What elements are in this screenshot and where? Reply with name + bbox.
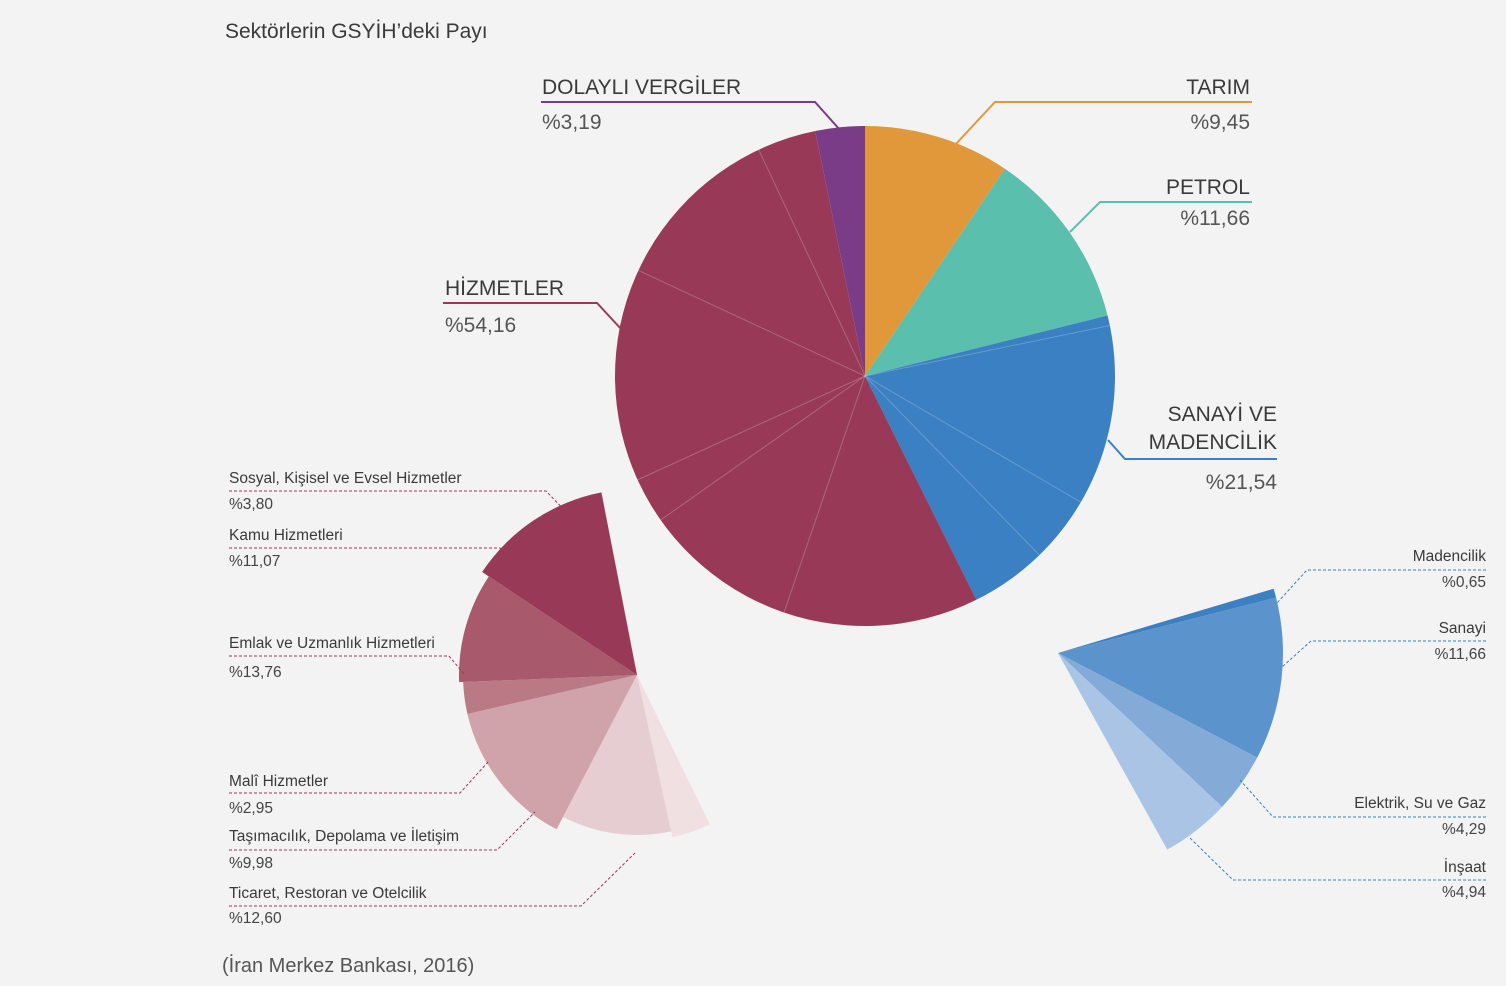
label-emlak-ve-uzmanlik-hizmetleri: Emlak ve Uzmanlık Hizmetleri xyxy=(229,635,435,652)
slice-petrol xyxy=(865,168,1108,376)
slice-divider xyxy=(660,375,866,521)
pct-sanayi-ve-madenci-li-k: %21,54 xyxy=(1206,471,1278,494)
pct-sosyal-kisisel-ve-evsel-hizmetler: %3,80 xyxy=(229,496,273,513)
label-sanayi-ve-madenci-li-k: SANAYİ VE xyxy=(1168,403,1277,426)
leader-emlak-ve-uzmanlik-hizmetleri xyxy=(229,655,465,675)
pct-petrol: %11,66 xyxy=(1180,207,1250,230)
slice-divider xyxy=(864,375,1040,556)
slice-ticaret-restoran-ve-otelcilik xyxy=(482,492,637,675)
pct-i-nsaat: %4,94 xyxy=(1442,884,1486,901)
slice-madencilik xyxy=(1058,588,1277,653)
label-kamu-hizmetleri: Kamu Hizmetleri xyxy=(229,527,343,544)
pct-tasimacilik-depolama-ve-i-letisim: %9,98 xyxy=(229,855,273,872)
pct-emlak-ve-uzmanlik-hizmetleri: %13,76 xyxy=(229,664,282,681)
slice-divider xyxy=(758,149,866,377)
label-tasimacilik-depolama-ve-i-letisim: Taşımacılık, Depolama ve İletişim xyxy=(229,827,459,845)
slice-kamu-hizmetleri xyxy=(563,675,672,836)
pct-madencilik: %0,65 xyxy=(1442,574,1486,591)
slice-dolayli-vergi-ler xyxy=(815,126,865,376)
slice-mali-hizmetler xyxy=(463,675,637,714)
label-madencilik: Madencilik xyxy=(1413,548,1486,565)
leader-mali-hizmetler xyxy=(229,761,489,794)
label-sanayi: Sanayi xyxy=(1439,620,1486,637)
label-hi-zmetler: HİZMETLER xyxy=(445,277,564,300)
chart-title: Sektörlerin GSYİH’deki Payı xyxy=(225,20,488,43)
leader-ticaret-restoran-ve-otelcilik xyxy=(229,852,636,907)
slice-sanayi xyxy=(1058,597,1284,758)
pct-sanayi: %11,66 xyxy=(1435,646,1486,663)
slice-divider xyxy=(864,375,1082,503)
pct-tarim: %9,45 xyxy=(1190,111,1250,134)
pct-dolayli-vergi-ler: %3,19 xyxy=(542,111,602,134)
slice-divider xyxy=(637,375,866,481)
label-i-nsaat: İnşaat xyxy=(1444,858,1487,876)
leader-tarim xyxy=(954,101,1252,146)
slice-tarim xyxy=(865,126,1005,376)
slice-divider xyxy=(864,324,1110,377)
slice-elektrik-su-ve-gaz xyxy=(1058,653,1258,807)
leader-hi-zmetler xyxy=(443,302,623,331)
slice-labels: TARIM %9,45 PETROL %11,66 SANAYİ VE MADENCİLİ… xyxy=(229,76,1487,927)
label-sanayi-ve-madenci-li-k: MADENCİLİK xyxy=(1149,431,1277,454)
leader-dolayli-vergi-ler xyxy=(541,101,841,131)
services-breakdown-pie xyxy=(458,492,710,838)
main-pie xyxy=(615,126,1116,626)
label-petrol: PETROL xyxy=(1166,176,1250,199)
leader-petrol xyxy=(1069,201,1252,233)
pct-mali-hizmetler: %2,95 xyxy=(229,800,273,817)
source-note: (İran Merkez Bankası, 2016) xyxy=(222,954,474,977)
leader-kamu-hizmetleri xyxy=(229,547,509,561)
label-dolayli-vergi-ler: DOLAYLI VERGİLER xyxy=(542,76,741,99)
leader-sanayi-ve-madenci-li-k xyxy=(1107,439,1277,460)
leader-elektrik-su-ve-gaz xyxy=(1239,779,1486,818)
leader-sanayi xyxy=(1281,640,1486,668)
slice-i-nsaat xyxy=(1058,653,1223,850)
slice-hi-zmetler xyxy=(615,131,977,626)
leader-tasimacilik-depolama-ve-i-letisim xyxy=(229,811,536,851)
label-ticaret-restoran-ve-otelcilik: Ticaret, Restoran ve Otelcilik xyxy=(229,885,427,902)
leader-i-nsaat xyxy=(1189,837,1486,881)
leader-sosyal-kisisel-ve-evsel-hizmetler xyxy=(229,490,571,517)
pct-elektrik-su-ve-gaz: %4,29 xyxy=(1442,821,1486,838)
label-elektrik-su-ve-gaz: Elektrik, Su ve Gaz xyxy=(1354,795,1486,812)
label-tarim: TARIM xyxy=(1186,76,1250,99)
slice-sanayi-ve-madenci-li-k xyxy=(865,315,1116,600)
slice-emlak-ve-uzmanlik-hizmetleri xyxy=(467,675,637,830)
pct-hi-zmetler: %54,16 xyxy=(445,314,516,337)
slice-divider xyxy=(783,375,866,613)
slice-divider xyxy=(638,269,866,377)
pct-ticaret-restoran-ve-otelcilik: %12,60 xyxy=(229,910,282,927)
slice-tasimacilik-depolama-ve-i-letisim xyxy=(458,576,637,683)
slice-sosyal-kisisel-ve-evsel-hizmetler xyxy=(637,675,710,838)
industry-breakdown-pie xyxy=(1058,588,1284,850)
pct-kamu-hizmetleri: %11,07 xyxy=(229,553,280,570)
label-sosyal-kisisel-ve-evsel-hizmetler: Sosyal, Kişisel ve Evsel Hizmetler xyxy=(229,470,462,487)
label-mali-hizmetler: Malî Hizmetler xyxy=(229,773,328,790)
